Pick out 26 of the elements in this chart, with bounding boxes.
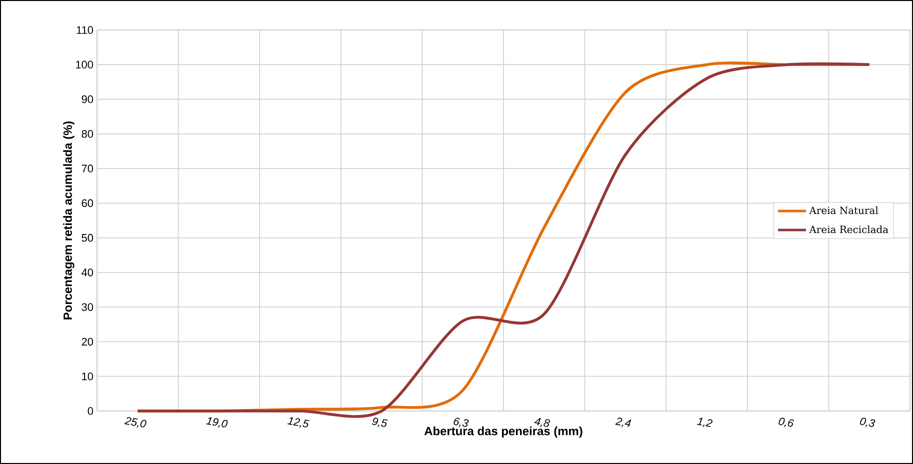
x-tick-label: 0,3 — [860, 418, 876, 428]
y-axis-title: Porcentagem retida acumulada (%) — [63, 121, 74, 320]
x-tick-label: 2,4 — [615, 418, 632, 428]
x-tick-label: 1,2 — [696, 418, 713, 428]
x-tick-label: 9,5 — [372, 418, 388, 428]
y-tick-label: 100 — [76, 60, 94, 69]
y-tick-label: 50 — [82, 234, 94, 242]
y-tick-label: 20 — [82, 338, 94, 346]
y-tick-label: 10 — [82, 372, 94, 380]
legend-label: Areia Natural — [809, 206, 878, 214]
x-tick-label: 0,6 — [778, 418, 794, 428]
x-axis-title: Abertura das peneiras (mm) — [424, 426, 582, 438]
y-tick-label: 40 — [82, 268, 94, 276]
y-tick-label: 0 — [88, 407, 94, 415]
y-tick-label: 60 — [82, 199, 94, 208]
x-tick-label: 4,8 — [534, 418, 550, 428]
y-tick-label: 80 — [82, 130, 94, 138]
x-tick-label: 19,0 — [206, 417, 228, 428]
y-tick-label: 90 — [82, 95, 94, 104]
y-tick-label: 70 — [82, 164, 94, 172]
y-tick-label: 30 — [82, 303, 94, 311]
x-tick-label: 12,5 — [287, 417, 310, 428]
x-tick-label: 6,3 — [454, 418, 469, 428]
y-tick-label: 110 — [76, 26, 94, 34]
x-tick-label: 25,0 — [124, 417, 146, 428]
legend-label: Areia Reciclada — [809, 225, 888, 234]
